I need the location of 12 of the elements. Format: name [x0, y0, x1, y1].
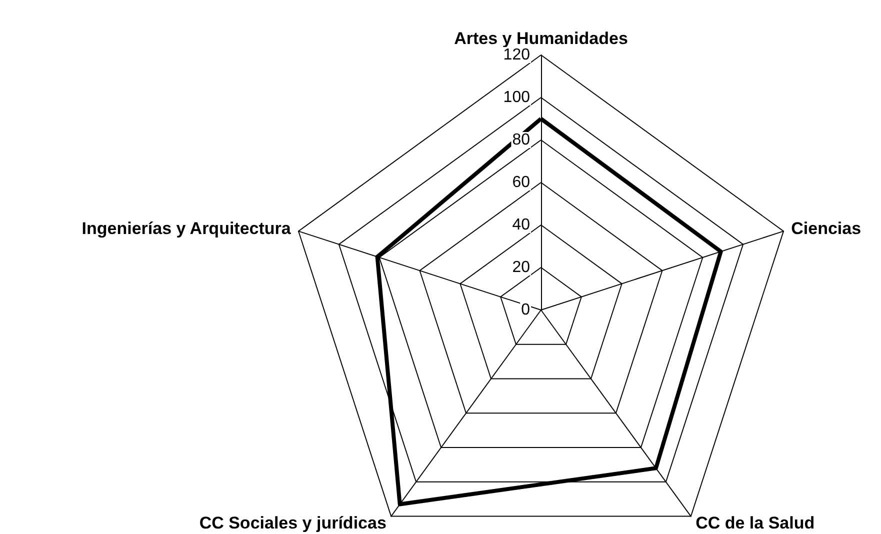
spoke-label: CC Sociales y jurídicas [199, 513, 386, 532]
y-tick-label: 0 [521, 302, 530, 318]
spoke-label: Artes y Humanidades [454, 29, 628, 48]
spoke-label: Ingenierías y Arquitectura [82, 219, 292, 238]
y-tick-label: 40 [512, 216, 530, 234]
y-tick-label: 80 [512, 132, 530, 148]
spoke-label: Ciencias [791, 219, 862, 238]
spoke-label: CC de la Salud [696, 513, 815, 532]
y-tick-label: 120 [503, 46, 530, 64]
y-tick-label: 100 [503, 89, 530, 106]
y-tick-label: 60 [512, 174, 530, 191]
y-tick-label: 20 [512, 259, 530, 276]
